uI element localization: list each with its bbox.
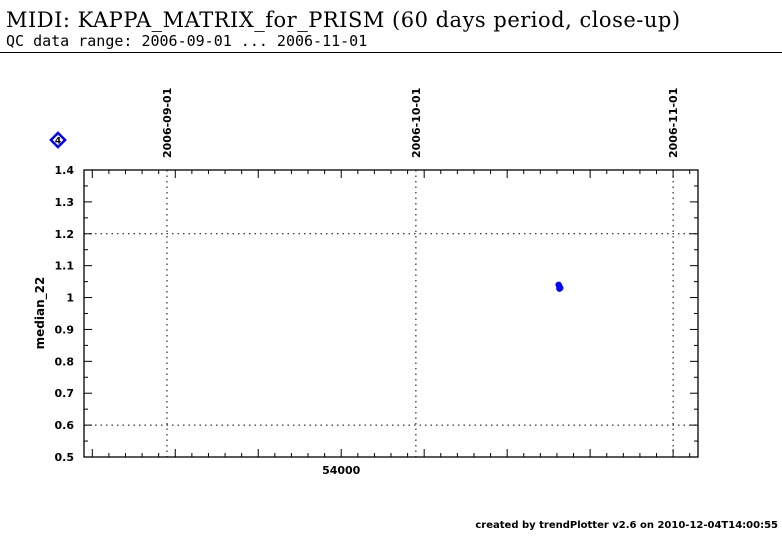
y-tick-label: 0.5 — [55, 451, 75, 464]
y-tick-label: 1.1 — [55, 260, 75, 273]
y-tick-label: 0.6 — [55, 419, 75, 432]
y-tick-label: 1.3 — [55, 196, 75, 209]
y-tick-label: 1 — [66, 292, 74, 305]
scatter-chart: 4 2006-09-01 2006-10-01 2006-11-01 0.5 0.6 0.… — [33, 88, 699, 477]
data-point — [557, 284, 564, 292]
y-tick-label: 0.8 — [55, 355, 75, 368]
grid-layer — [84, 170, 698, 457]
y-axis-label: median_22 — [33, 277, 48, 350]
x-tick-label: 54000 — [322, 464, 361, 477]
plot-frame — [83, 169, 699, 458]
date-marker-label: 2006-11-01 — [667, 88, 680, 158]
legend-marker: 4 — [49, 131, 67, 149]
y-tick-label: 0.7 — [55, 387, 75, 400]
chart-title: MIDI: KAPPA_MATRIX_for_PRISM (60 days pe… — [6, 8, 681, 32]
legend-marker-label: 4 — [55, 137, 61, 147]
y-tick-label: 0.9 — [55, 323, 75, 336]
date-marker-label: 2006-09-01 — [161, 88, 174, 158]
diamond-icon — [49, 131, 67, 149]
y-tick-label: 1.2 — [55, 228, 75, 241]
date-marker-label: 2006-10-01 — [410, 88, 423, 158]
data-points — [555, 281, 564, 292]
tick-layer — [84, 169, 698, 458]
y-tick-label: 1.4 — [55, 164, 75, 177]
label-layer: 2006-09-01 2006-10-01 2006-11-01 0.5 0.6 0.7 0… — [55, 88, 681, 477]
footer-credit: created by trendPlotter v2.6 on 2010-12-… — [475, 520, 778, 531]
chart-subtitle: QC data range: 2006-09-01 ... 2006-11-01 — [6, 32, 368, 50]
header-divider — [0, 52, 782, 53]
